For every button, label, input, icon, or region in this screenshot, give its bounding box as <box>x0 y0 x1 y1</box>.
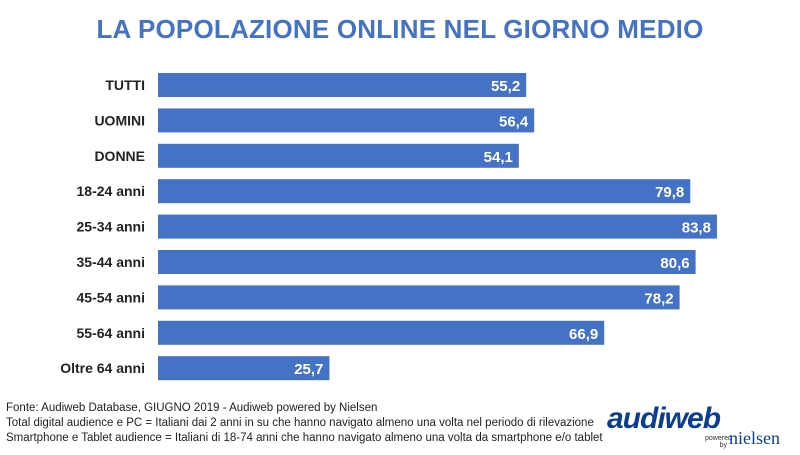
data-label: 25,7 <box>294 361 323 378</box>
data-label: 54,1 <box>484 149 513 166</box>
bar <box>158 73 527 97</box>
footnote-source: Fonte: Audiweb Database, GIUGNO 2019 - A… <box>6 402 378 414</box>
category-label: UOMINI <box>94 112 145 128</box>
category-label: DONNE <box>94 148 145 164</box>
logo-brand: audiweb <box>607 402 721 435</box>
category-label: 55-64 anni <box>77 325 145 341</box>
data-label: 83,8 <box>682 220 711 237</box>
data-label: 56,4 <box>499 113 529 130</box>
footnotes: Fonte: Audiweb Database, GIUGNO 2019 - A… <box>6 401 603 446</box>
category-label: 25-34 anni <box>77 219 145 235</box>
bar <box>158 356 330 381</box>
logo-partner: nielsen <box>729 428 780 448</box>
bar <box>158 179 691 204</box>
logo-powered-by: powered by <box>705 435 732 449</box>
category-label: TUTTI <box>105 77 145 93</box>
audiweb-nielsen-logo: audiweb powered by nielsen <box>607 402 792 452</box>
data-label: 66,9 <box>569 326 598 343</box>
chart-title: LA POPOLAZIONE ONLINE NEL GIORNO MEDIO <box>96 14 704 44</box>
category-label: 45-54 anni <box>77 289 145 305</box>
data-label: 78,2 <box>644 290 673 307</box>
data-label: 55,2 <box>491 78 520 95</box>
footnote-mobile-definition: Smartphone e Tablet audience = Italiani … <box>6 432 603 444</box>
bar <box>158 108 535 133</box>
category-label: 35-44 anni <box>77 254 145 270</box>
bar <box>158 214 717 239</box>
bar <box>158 143 519 168</box>
bar <box>158 250 696 274</box>
data-label: 79,8 <box>655 184 684 201</box>
data-label: 80,6 <box>660 255 689 272</box>
category-label: Oltre 64 anni <box>60 360 145 376</box>
bar-chart: TUTTI 55,2 UOMINI 56,4 DONNE 54,1 18-24 anni 79… <box>60 73 717 381</box>
footnote-pc-definition: Total digital audience e PC = Italiani d… <box>6 417 594 429</box>
bar <box>158 320 605 345</box>
category-label: 18-24 anni <box>77 183 145 199</box>
bar <box>158 285 680 310</box>
